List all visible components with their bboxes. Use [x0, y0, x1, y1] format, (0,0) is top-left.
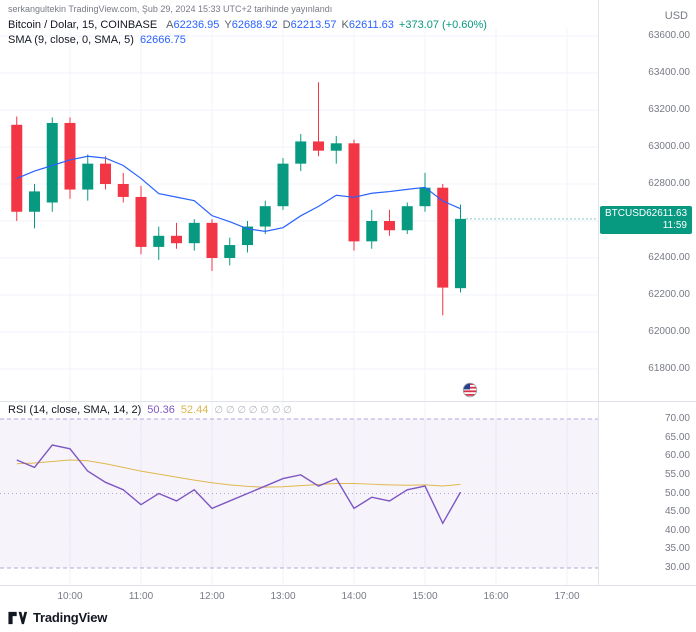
candle-body	[455, 218, 466, 289]
ohlc-value: 62611.63	[348, 19, 394, 31]
symbol-legend[interactable]: Bitcoin / Dolar, 15, COINBASE A62236.95 Y6…	[8, 19, 487, 31]
candle-body	[330, 143, 342, 151]
candle-body	[11, 124, 23, 212]
time-tick-label: 16:00	[483, 591, 509, 602]
candle-body	[401, 206, 413, 231]
price-tick-label: 62000.00	[648, 326, 690, 337]
price-tick-label: 61800.00	[648, 363, 690, 374]
us-flag-event-icon[interactable]	[462, 382, 478, 398]
rsi-tick-label: 50.00	[664, 487, 690, 499]
candle-body	[64, 122, 76, 190]
badge-symbol: BTCUSD	[605, 208, 647, 219]
publish-info: serkangultekin TradingView.com, Şub 29, …	[8, 4, 333, 14]
rsi-tick-label: 30.00	[664, 562, 690, 573]
sma-value: 62666.75	[139, 34, 186, 46]
candle-body	[242, 226, 253, 246]
rsi-tick-label: 55.00	[664, 468, 690, 480]
tradingview-branding[interactable]: TradingView	[8, 610, 107, 625]
ohlc-label: Y	[224, 19, 232, 31]
rsi-legend[interactable]: RSI (14, close, SMA, 14, 2) 50.36 52.44 ∅ ∅…	[8, 404, 292, 416]
time-tick-label: 13:00	[270, 591, 296, 602]
rsi-tick-label: 35.00	[664, 543, 690, 555]
time-tick-label: 17:00	[554, 591, 580, 602]
rsi-tick-label: 40.00	[664, 524, 690, 536]
rsi-tick-label: 70.00	[664, 413, 690, 424]
currency-label: USD	[664, 10, 688, 22]
candle-body	[153, 235, 165, 247]
rsi-ma-line	[16, 459, 461, 488]
candle-body	[348, 143, 360, 242]
ohlc-label: K	[341, 19, 349, 31]
bar-countdown: 11:59	[662, 220, 687, 231]
sma-legend[interactable]: SMA (9, close, 0, SMA, 5) 62666.75	[8, 34, 186, 46]
price-tick-label: 63600.00	[648, 30, 690, 41]
chart-canvas[interactable]	[0, 0, 696, 585]
pane-separator[interactable]	[0, 401, 696, 402]
price-tick-label: 62400.00	[648, 252, 690, 263]
rsi-tick-label: 60.00	[664, 450, 690, 462]
candle-body	[29, 191, 40, 212]
candle-body	[206, 222, 218, 258]
time-tick-label: 14:00	[341, 591, 367, 602]
badge-price: 62611.63	[646, 208, 688, 219]
sma-line	[16, 155, 461, 232]
candle-body	[419, 187, 431, 207]
candle-body	[295, 141, 307, 164]
candle-body	[100, 163, 111, 184]
rsi-empty-values: ∅ ∅ ∅ ∅ ∅ ∅ ∅	[214, 405, 292, 416]
candle-body	[171, 235, 182, 244]
symbol-title[interactable]: Bitcoin / Dolar, 15, COINBASE	[8, 19, 158, 31]
candle-body	[135, 196, 147, 247]
rsi-line	[16, 444, 462, 525]
price-tick-label: 63200.00	[648, 104, 690, 115]
rsi-tick-label: 65.00	[664, 431, 690, 443]
tradingview-logo-icon	[8, 611, 28, 624]
time-tick-label: 15:00	[412, 591, 438, 602]
candle-body	[313, 141, 324, 151]
candle-body	[46, 122, 58, 203]
ohlc-value: 62236.95	[173, 19, 220, 31]
rsi-tick-label: 45.00	[664, 506, 690, 518]
price-axis-border	[598, 0, 599, 585]
candle-body	[366, 221, 378, 242]
candle-body	[188, 222, 200, 244]
ohlc-value: 62688.92	[231, 19, 278, 31]
candle-body	[82, 163, 94, 190]
candle-body	[259, 206, 271, 227]
ohlc-value: 62213.57	[290, 19, 337, 31]
price-change: +373.07 (+0.60%)	[398, 19, 487, 31]
rsi-ma-value: 52.44	[180, 404, 209, 416]
candle-body	[437, 187, 449, 288]
rsi-band	[0, 419, 598, 568]
candle-body	[224, 245, 236, 258]
sma-title: SMA (9, close, 0, SMA, 5)	[8, 34, 134, 46]
price-tick-label: 62800.00	[648, 178, 690, 189]
candle-body	[117, 184, 129, 197]
time-tick-label: 12:00	[199, 591, 225, 602]
rsi-title: RSI (14, close, SMA, 14, 2)	[8, 404, 142, 416]
time-axis-separator	[0, 585, 696, 586]
price-tick-label: 62200.00	[648, 289, 690, 300]
price-tick-label: 63000.00	[648, 141, 690, 152]
rsi-value: 50.36	[147, 404, 175, 416]
last-price-badge: BTCUSD 62611.63 11:59	[600, 206, 692, 234]
time-tick-label: 10:00	[57, 591, 83, 602]
tradingview-brand-text: TradingView	[33, 610, 108, 625]
candle-body	[277, 163, 289, 207]
ohlc-label: D	[282, 19, 291, 31]
time-tick-label: 11:00	[128, 591, 154, 602]
ohlc-label: A	[166, 19, 174, 31]
price-tick-label: 63400.00	[648, 67, 690, 78]
candle-body	[384, 221, 395, 231]
ohlc-values: A62236.95 Y62688.92 D62213.57 K62611.63	[161, 19, 394, 31]
